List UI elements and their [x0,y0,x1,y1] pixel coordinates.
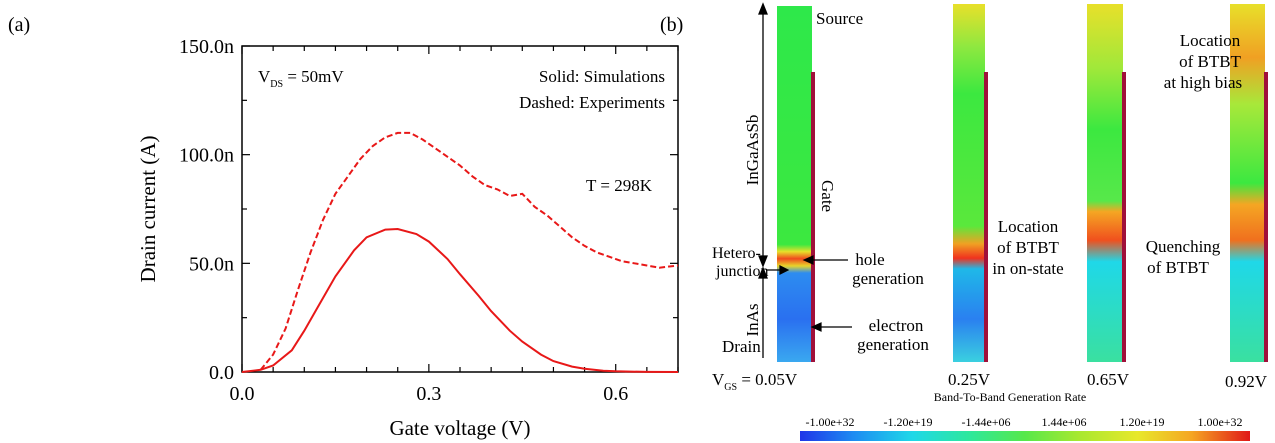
x-axis-label: Gate voltage (V) [389,416,530,440]
heterojunction-label-1: Hetero- [712,245,761,262]
electron-generation-label-2: generation [857,335,929,354]
vgs-equals: = [737,370,755,389]
location-on-state-2: of BTBT [997,238,1059,257]
temperature-label: T = 298K [586,176,653,195]
location-on-state-1: Location [998,217,1059,236]
electron-generation-label-1: electron [869,316,924,335]
hole-generation-label-1: hole [855,250,884,269]
bias-label-1: 0.05V [755,370,798,389]
vds-main: V [258,67,271,86]
series-line-simulations [241,227,679,373]
vgs-main: V [712,370,725,389]
gate-label: Gate [818,180,837,212]
vgs-subscript: GS [724,382,737,393]
colorbar-tick-label: -1.20e+19 [883,415,932,429]
device-column-4 [1230,4,1265,362]
y-tick-label: 50.0n [189,253,234,275]
svg-text:VDS = 50mV: VDS = 50mV [258,67,344,90]
panel-b-label: (b) [660,14,684,36]
x-tick-label: 0.6 [603,383,628,405]
colorbar-tick-label: -1.44e+06 [961,415,1010,429]
colorbar-tick-label: -1.00e+32 [805,415,854,429]
colorbar-tick-labels: -1.00e+32 -1.20e+19 -1.44e+06 1.44e+06 1.20e… [805,415,1242,429]
inas-label: InAs [743,303,762,336]
colorbar-tick-label: 1.00e+32 [1197,415,1242,429]
device-column-1 [777,6,812,362]
colorbar-tick-label: 1.44e+06 [1041,415,1086,429]
drain-label: Drain [722,337,761,356]
ingaassb-arrow [758,2,768,268]
vgs-label: VGS = 0.05V [712,370,798,393]
hole-generation-label-2: generation [852,269,924,288]
y-tick-label: 0.0 [209,362,234,384]
source-label: Source [816,9,863,28]
x-tick-label: 0.3 [416,383,441,405]
legend-dashed: Dashed: Experiments [519,93,665,112]
quenching-label-2: of BTBT [1147,258,1209,277]
location-high-bias-3: at high bias [1164,73,1242,92]
heterojunction-label-2: junction [715,263,768,280]
btbt-simulation-panel: Source Gate InGaAsSb Hetero- junction In… [712,2,1268,441]
quenching-label-1: Quenching [1146,237,1221,256]
colorbar-title: Band-To-Band Generation Rate [934,390,1086,404]
hole-arrow [802,255,848,265]
inas-arrow [758,266,768,358]
tick-labels: 0.0 0.3 0.6 0.0 50.0n 100.0n 150.0n [179,36,628,405]
vds-annotation: VDS = 50mV [258,67,344,90]
drain-current-chart: 0.0 0.3 0.6 0.0 50.0n 100.0n 150.0n Gate volta… [136,36,679,440]
legend-solid: Solid: Simulations [539,67,665,86]
ingaassb-label: InGaAsSb [743,115,762,186]
device-column-2 [953,4,985,362]
y-tick-label: 100.0n [179,145,234,167]
series-layer [241,131,679,373]
location-high-bias-1: Location [1180,31,1241,50]
axis-ticks [241,45,679,373]
bias-label-4: 0.92V [1225,372,1268,391]
device-column-3 [1087,4,1123,362]
panel-a-label: (a) [8,14,31,36]
vds-subscript: DS [270,79,283,90]
location-on-state-3: in on-state [992,259,1063,278]
colorbar-tick-label: 1.20e+19 [1119,415,1164,429]
gate-electrode-3 [1122,72,1126,362]
series-line-experiments [259,131,679,371]
y-tick-label: 150.0n [179,36,234,58]
gate-electrode-1 [811,72,815,362]
location-high-bias-2: of BTBT [1179,52,1241,71]
colorbar [800,431,1250,441]
bias-label-2: 0.25V [948,370,991,389]
heterojunction-arrow [766,265,790,275]
bias-label-3: 0.65V [1087,370,1130,389]
gate-electrode-2 [984,72,988,362]
gate-electrode-4 [1264,72,1268,362]
electron-arrow [810,322,852,332]
x-tick-label: 0.0 [230,383,255,405]
y-axis-label: Drain current (A) [136,136,160,283]
vds-value: = 50mV [283,67,344,86]
